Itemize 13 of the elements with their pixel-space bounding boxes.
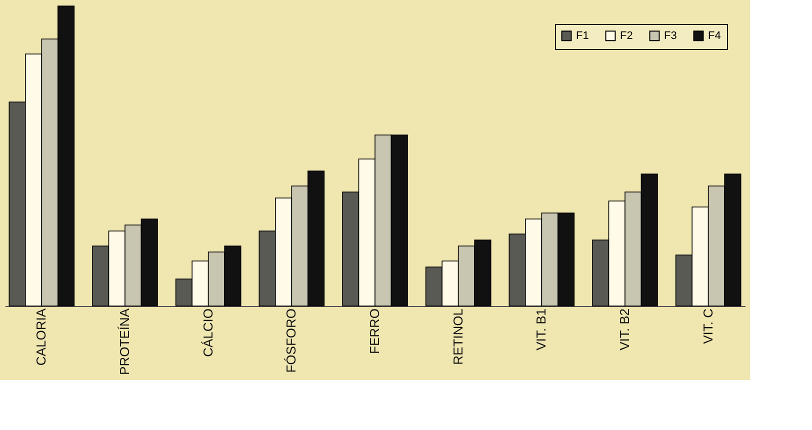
x-tick-label: CALORIA [34, 308, 49, 366]
x-tick-label: CÁLCIO [200, 308, 216, 357]
x-tick-label: VIT. C [700, 308, 716, 344]
x-tick-label: PROTEÍNA [117, 308, 132, 375]
x-tick-label: VIT. B2 [617, 308, 632, 350]
x-tick-label: VIT. B1 [534, 308, 549, 350]
x-tick-label: FERRO [367, 308, 382, 354]
legend-label: F3 [664, 30, 677, 42]
legend-label: F4 [708, 30, 721, 42]
x-tick-label: RETINOL [450, 308, 466, 365]
legend-label: F2 [620, 30, 633, 42]
legend-label: F1 [576, 30, 589, 42]
x-tick-label: FÓSFORO [284, 308, 299, 373]
